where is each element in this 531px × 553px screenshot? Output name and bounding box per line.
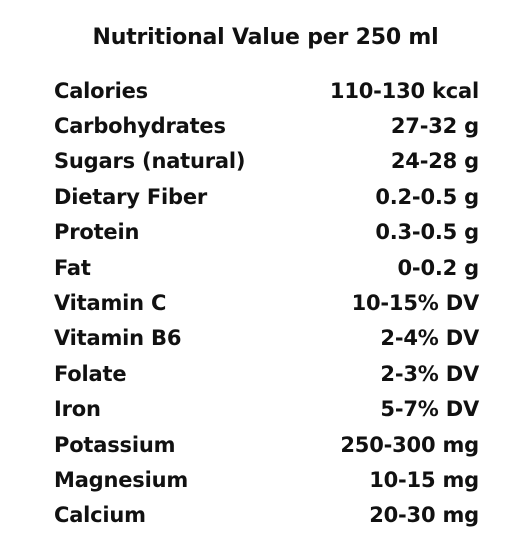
nutrient-name: Folate: [54, 361, 127, 386]
nutrient-name: Potassium: [54, 432, 176, 457]
nutrient-value: 0-0.2 g: [397, 255, 480, 280]
nutrient-value: 5-7% DV: [380, 397, 479, 422]
nutrition-row-fat: Fat 0-0.2 g: [54, 250, 479, 285]
nutrition-row-vitamin-b6: Vitamin B6 2-4% DV: [54, 321, 479, 356]
nutrition-row-protein: Protein 0.3-0.5 g: [54, 215, 479, 250]
nutrient-value: 0.3-0.5 g: [375, 220, 479, 245]
nutrient-name: Fat: [54, 255, 91, 280]
nutrient-name: Dietary Fiber: [54, 184, 208, 209]
nutrition-row-folate: Folate 2-3% DV: [54, 356, 479, 391]
nutrient-name: Carbohydrates: [54, 114, 226, 139]
nutrition-table: Calories 110-130 kcal Carbohydrates 27-3…: [54, 73, 479, 533]
nutrition-row-vitamin-c: Vitamin C 10-15% DV: [54, 285, 479, 320]
nutrition-row-potassium: Potassium 250-300 mg: [54, 427, 479, 462]
nutrition-title: Nutritional Value per 250 ml: [92, 25, 439, 50]
nutrient-value: 10-15% DV: [351, 291, 480, 316]
nutrition-row-iron: Iron 5-7% DV: [54, 392, 479, 427]
nutrient-name: Calcium: [54, 503, 146, 528]
nutrition-row-calcium: Calcium 20-30 mg: [54, 498, 479, 533]
nutrition-row-magnesium: Magnesium 10-15 mg: [54, 462, 479, 497]
nutrient-value: 2-4% DV: [380, 326, 479, 351]
nutrient-name: Vitamin C: [54, 291, 167, 316]
nutrient-value: 0.2-0.5 g: [375, 184, 479, 209]
nutrient-value: 110-130 kcal: [329, 78, 479, 103]
nutrient-name: Calories: [54, 78, 148, 103]
nutrient-value: 2-3% DV: [380, 361, 479, 386]
nutrient-name: Iron: [54, 397, 101, 422]
nutrient-name: Vitamin B6: [54, 326, 182, 351]
nutrition-row-sugars: Sugars (natural) 24-28 g: [54, 144, 479, 179]
nutrient-value: 10-15 mg: [369, 467, 479, 492]
nutrition-row-fiber: Dietary Fiber 0.2-0.5 g: [54, 179, 479, 214]
nutrient-value: 20-30 mg: [369, 503, 479, 528]
nutrition-row-carbohydrates: Carbohydrates 27-32 g: [54, 108, 479, 143]
nutrient-name: Sugars (natural): [54, 149, 246, 174]
nutrient-name: Magnesium: [54, 467, 189, 492]
nutrient-value: 24-28 g: [390, 149, 479, 174]
nutrient-name: Protein: [54, 220, 140, 245]
nutrient-value: 27-32 g: [390, 114, 479, 139]
nutrient-value: 250-300 mg: [340, 432, 479, 457]
nutrition-row-calories: Calories 110-130 kcal: [54, 73, 479, 108]
